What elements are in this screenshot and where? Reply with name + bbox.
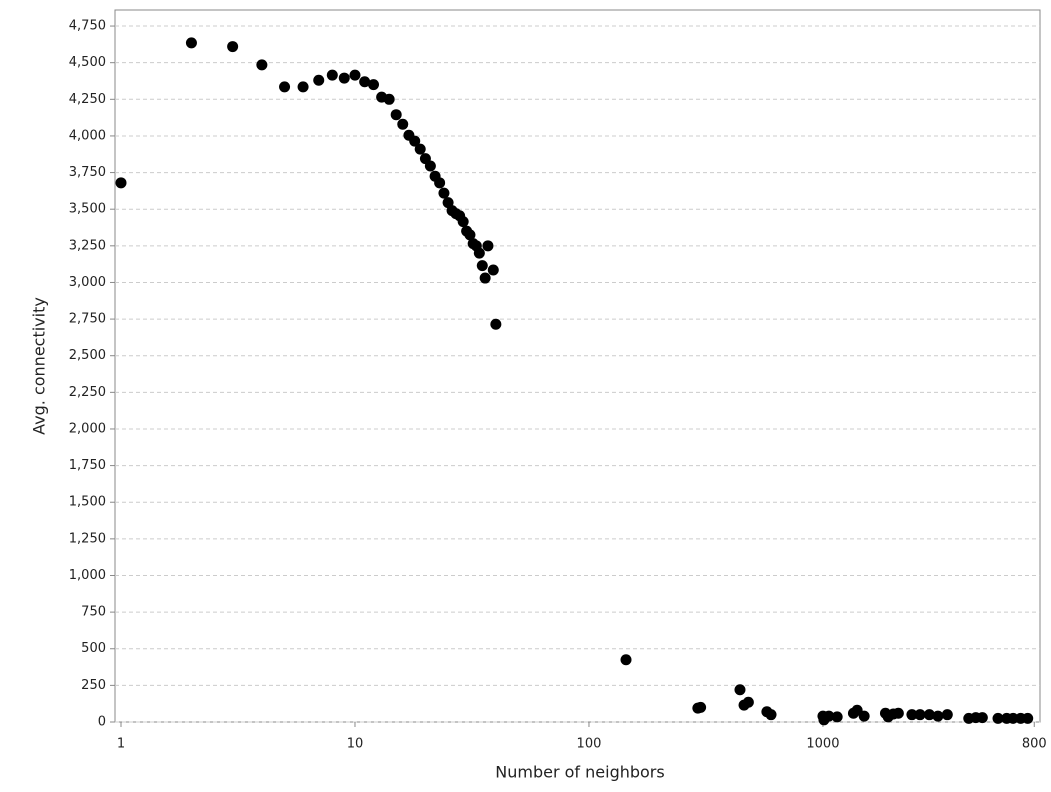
point: [414, 143, 426, 155]
x-tick-label: 100: [577, 737, 602, 752]
y-tick-label: 3,250: [69, 238, 106, 253]
point: [227, 41, 239, 53]
point: [397, 118, 409, 130]
point: [923, 709, 935, 721]
point: [858, 710, 870, 722]
y-tick-label: 3,750: [69, 165, 106, 180]
point: [424, 160, 436, 172]
y-tick-label: 0: [98, 715, 106, 730]
point: [476, 260, 488, 272]
point: [823, 710, 835, 722]
x-tick-label: 800: [1022, 737, 1047, 752]
point: [256, 59, 268, 71]
point: [992, 712, 1004, 724]
point: [479, 272, 491, 284]
point: [892, 707, 904, 719]
x-tick-label: 10: [347, 737, 364, 752]
point: [1007, 712, 1019, 724]
point: [438, 187, 450, 199]
point: [914, 709, 926, 721]
y-tick-label: 1,500: [69, 495, 106, 510]
point: [185, 37, 197, 49]
y-tick-label: 250: [81, 678, 106, 693]
point: [434, 177, 446, 189]
point: [906, 709, 918, 721]
point: [390, 109, 402, 121]
point: [338, 72, 350, 84]
y-tick-label: 2,000: [69, 421, 106, 436]
x-axis-title: Number of neighbors: [495, 763, 664, 782]
point: [734, 684, 746, 696]
y-tick-label: 3,500: [69, 202, 106, 217]
y-tick-label: 750: [81, 605, 106, 620]
point: [473, 247, 485, 259]
point: [765, 709, 777, 721]
point: [409, 135, 421, 147]
point: [941, 709, 953, 721]
y-tick-label: 4,750: [69, 19, 106, 34]
point: [1022, 712, 1034, 724]
point: [359, 76, 371, 88]
x-tick-label: 1: [117, 737, 125, 752]
y-tick-label: 2,750: [69, 312, 106, 327]
point: [383, 93, 395, 105]
y-tick-label: 4,500: [69, 55, 106, 70]
point: [279, 81, 291, 93]
plot-frame: [114, 9, 1041, 723]
y-tick-label: 4,250: [69, 92, 106, 107]
point: [326, 69, 338, 81]
y-tick-label: 2,500: [69, 348, 106, 363]
point: [115, 177, 127, 189]
point: [297, 81, 309, 93]
point: [482, 240, 494, 252]
point: [976, 712, 988, 724]
point: [368, 79, 380, 91]
point: [457, 216, 469, 228]
point: [464, 229, 476, 241]
point: [487, 264, 499, 276]
y-tick-label: 500: [81, 641, 106, 656]
y-tick-label: 3,000: [69, 275, 106, 290]
point: [313, 74, 325, 86]
point: [695, 701, 707, 713]
y-tick-label: 1,750: [69, 458, 106, 473]
y-tick-label: 1,250: [69, 531, 106, 546]
y-axis-title: Avg. connectivity: [30, 297, 49, 435]
point: [349, 69, 361, 81]
point: [742, 696, 754, 708]
point: [831, 711, 843, 723]
y-tick-label: 2,250: [69, 385, 106, 400]
point: [490, 318, 502, 330]
y-tick-label: 4,000: [69, 128, 106, 143]
point: [620, 654, 632, 666]
x-tick-label: 1000: [806, 737, 839, 752]
y-tick-label: 1,000: [69, 568, 106, 583]
point: [932, 710, 944, 722]
